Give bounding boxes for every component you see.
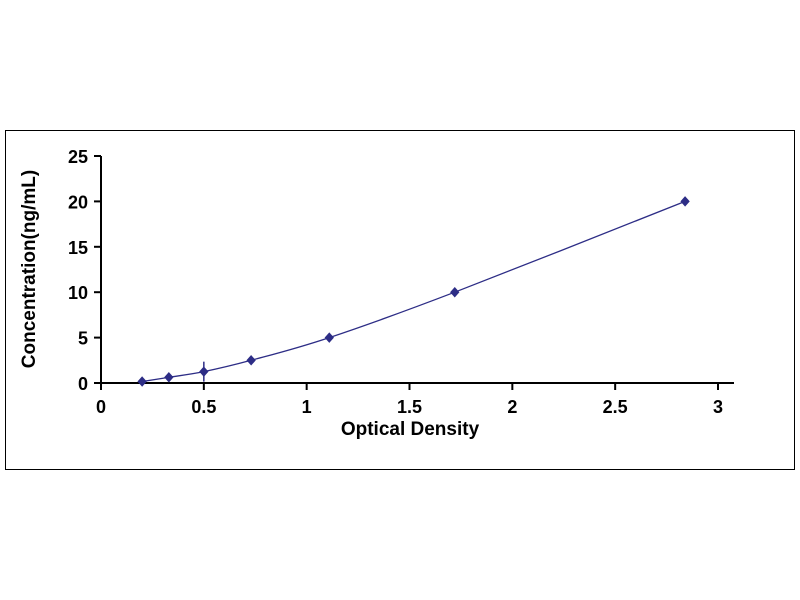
curve-line — [142, 200, 686, 383]
y-axis-title: Concentration(ng/mL) — [19, 169, 40, 369]
y-tick-label: 20 — [68, 192, 88, 212]
standard-curve-chart: 0 0.5 1 1.5 2 2.5 3 0 5 10 15 20 25 — [68, 147, 734, 417]
data-point-marker — [324, 332, 334, 343]
x-tick-label: 2.5 — [603, 397, 628, 417]
data-point-marker — [137, 376, 147, 387]
y-tick-label: 0 — [78, 374, 88, 394]
data-point-marker — [164, 372, 174, 383]
x-tick-label: 1.5 — [397, 397, 422, 417]
x-tick-label: 0 — [96, 397, 106, 417]
x-tick-label: 2 — [507, 397, 517, 417]
x-tick-label: 0.5 — [191, 397, 216, 417]
data-point-marker — [450, 286, 460, 298]
data-point-marker — [199, 366, 209, 377]
y-tick-label: 25 — [68, 147, 88, 167]
y-tick-label: 15 — [68, 238, 88, 258]
x-tick-label: 3 — [713, 397, 723, 417]
x-tick-label: 1 — [302, 397, 312, 417]
y-tick-label: 10 — [68, 283, 88, 303]
y-tick-label: 5 — [78, 329, 88, 349]
data-point-marker — [246, 355, 256, 366]
chart-frame: 0 0.5 1 1.5 2 2.5 3 0 5 10 15 20 25 Optical Density … — [5, 130, 795, 470]
x-axis-title: Optical Density — [340, 419, 480, 440]
data-point-marker — [680, 196, 690, 207]
